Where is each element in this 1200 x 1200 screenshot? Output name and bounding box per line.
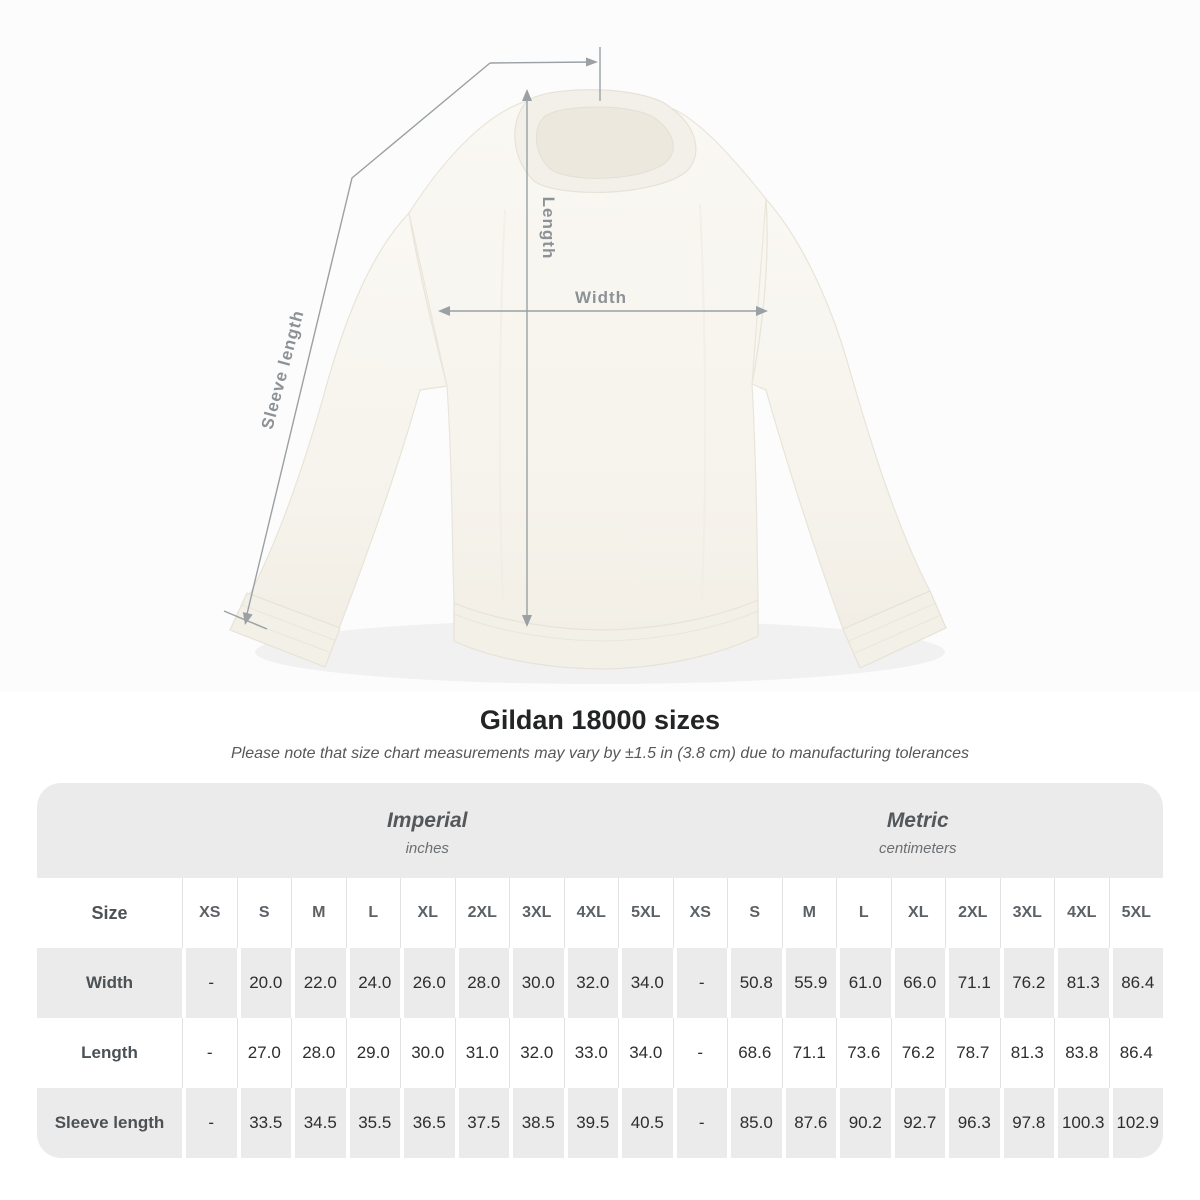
imperial-value-cell: 30.0 — [509, 948, 564, 1018]
product-photo-area: Length Width Sleeve length — [223, 47, 947, 684]
metric-value-cell: 83.8 — [1054, 1018, 1109, 1088]
metric-size-col-header: 2XL — [945, 878, 1000, 948]
sleeve-length-measure-line — [223, 47, 601, 630]
imperial-value-cell: 31.0 — [454, 1018, 509, 1088]
imperial-label: Imperial — [386, 808, 468, 832]
metric-value-cell: 90.2 — [836, 1088, 891, 1158]
metric-value-cell: - — [672, 1018, 727, 1088]
imperial-value-cell: 37.5 — [454, 1088, 509, 1158]
length-label: Length — [539, 197, 558, 260]
metric-value-cell: 73.6 — [836, 1018, 891, 1088]
tolerance-note: Please note that size chart measurements… — [230, 745, 970, 762]
row-label: Width — [37, 948, 182, 1018]
metric-size-col-header: XS — [672, 878, 727, 948]
imperial-value-cell: 34.5 — [291, 1088, 346, 1158]
imperial-value-cell: 33.5 — [236, 1088, 291, 1158]
width-label: Width — [575, 288, 627, 307]
imperial-value-cell: 26.0 — [400, 948, 455, 1018]
metric-value-cell: 81.3 — [1054, 948, 1109, 1018]
imperial-size-col-header: 5XL — [618, 878, 673, 948]
metric-value-cell: - — [672, 948, 727, 1018]
width-measure-line — [438, 306, 768, 316]
imperial-header-group: Imperial inches — [182, 805, 673, 857]
metric-value-cell: 85.0 — [727, 1088, 782, 1158]
metric-size-col-header: 3XL — [999, 878, 1054, 948]
imperial-size-col-header: 2XL — [454, 878, 509, 948]
metric-size-col-header: 5XL — [1108, 878, 1163, 948]
metric-header-group: Metric centimeters — [673, 805, 1164, 857]
imperial-value-cell: 24.0 — [345, 948, 400, 1018]
sleeve-length-label: Sleeve length — [258, 308, 308, 431]
row-label: Length — [37, 1018, 182, 1088]
sweatshirt-measurement-diagram: Length Width Sleeve length — [223, 47, 947, 684]
imperial-value-cell: 20.0 — [236, 948, 291, 1018]
imperial-value-cell: 33.0 — [563, 1018, 618, 1088]
imperial-value-cell: 34.0 — [618, 948, 673, 1018]
imperial-value-cell: 32.0 — [563, 948, 618, 1018]
imperial-value-cell: 22.0 — [291, 948, 346, 1018]
metric-value-cell: - — [672, 1088, 727, 1158]
metric-value-cell: 76.2 — [999, 948, 1054, 1018]
imperial-value-cell: 32.0 — [509, 1018, 564, 1088]
imperial-value-cell: 27.0 — [236, 1018, 291, 1088]
imperial-size-col-header: 3XL — [509, 878, 564, 948]
metric-value-cell: 97.8 — [999, 1088, 1054, 1158]
imperial-value-cell: 28.0 — [291, 1018, 346, 1088]
imperial-sublabel: inches — [405, 839, 449, 857]
metric-size-col-header: XL — [890, 878, 945, 948]
metric-value-cell: 86.4 — [1108, 948, 1163, 1018]
imperial-value-cell: - — [182, 1088, 237, 1158]
imperial-value-cell: 29.0 — [345, 1018, 400, 1088]
imperial-size-col-header: XS — [182, 878, 237, 948]
metric-value-cell: 66.0 — [890, 948, 945, 1018]
imperial-value-cell: 28.0 — [454, 948, 509, 1018]
units-header-band: Imperial inches Metric centimeters — [37, 783, 1163, 878]
metric-label: Metric — [886, 808, 949, 832]
metric-size-col-header: S — [727, 878, 782, 948]
metric-value-cell: 61.0 — [836, 948, 891, 1018]
imperial-value-cell: 38.5 — [509, 1088, 564, 1158]
metric-value-cell: 102.9 — [1108, 1088, 1163, 1158]
page-title: Gildan 18000 sizes — [479, 705, 721, 735]
imperial-value-cell: - — [182, 948, 237, 1018]
imperial-size-col-header: S — [236, 878, 291, 948]
imperial-value-cell: 34.0 — [618, 1018, 673, 1088]
size-chart-table: Imperial inches Metric centimeters Size X… — [37, 783, 1163, 1158]
imperial-value-cell: 40.5 — [618, 1088, 673, 1158]
imperial-size-col-header: L — [345, 878, 400, 948]
imperial-value-cell: - — [182, 1018, 237, 1088]
imperial-value-cell: 36.5 — [400, 1088, 455, 1158]
metric-value-cell: 96.3 — [945, 1088, 1000, 1158]
metric-value-cell: 55.9 — [781, 948, 836, 1018]
metric-value-cell: 78.7 — [945, 1018, 1000, 1088]
size-header-label: Size — [37, 878, 182, 948]
row-label: Sleeve length — [37, 1088, 182, 1158]
metric-size-col-header: M — [781, 878, 836, 948]
imperial-size-col-header: M — [291, 878, 346, 948]
measurement-annotations — [223, 47, 768, 630]
imperial-value-cell: 39.5 — [563, 1088, 618, 1158]
metric-value-cell: 92.7 — [890, 1088, 945, 1158]
metric-value-cell: 86.4 — [1108, 1018, 1163, 1088]
metric-value-cell: 76.2 — [890, 1018, 945, 1088]
length-measure-line — [522, 89, 532, 627]
metric-value-cell: 81.3 — [999, 1018, 1054, 1088]
imperial-size-col-header: 4XL — [563, 878, 618, 948]
metric-value-cell: 50.8 — [727, 948, 782, 1018]
imperial-size-col-header: XL — [400, 878, 455, 948]
metric-value-cell: 71.1 — [945, 948, 1000, 1018]
metric-sublabel: centimeters — [878, 839, 957, 857]
metric-value-cell: 68.6 — [727, 1018, 782, 1088]
imperial-value-cell: 30.0 — [400, 1018, 455, 1088]
metric-value-cell: 71.1 — [781, 1018, 836, 1088]
metric-value-cell: 87.6 — [781, 1088, 836, 1158]
sweatshirt-illustration — [229, 89, 947, 670]
imperial-value-cell: 35.5 — [345, 1088, 400, 1158]
metric-value-cell: 100.3 — [1054, 1088, 1109, 1158]
metric-size-col-header: L — [836, 878, 891, 948]
metric-size-col-header: 4XL — [1054, 878, 1109, 948]
